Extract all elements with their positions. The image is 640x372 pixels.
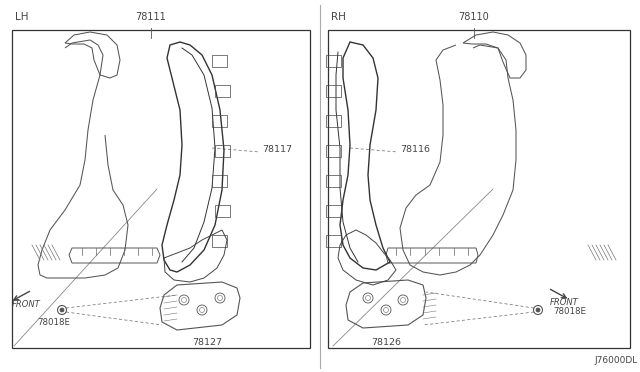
Bar bbox=[212, 235, 227, 247]
Circle shape bbox=[536, 308, 540, 312]
Bar bbox=[215, 205, 230, 217]
Text: 78111: 78111 bbox=[136, 12, 166, 22]
Circle shape bbox=[60, 308, 64, 312]
Text: 78018E: 78018E bbox=[38, 318, 70, 327]
Bar bbox=[326, 55, 341, 67]
Text: FRONT: FRONT bbox=[550, 298, 579, 307]
Text: 78117: 78117 bbox=[262, 145, 292, 154]
Bar bbox=[212, 55, 227, 67]
Text: FRONT: FRONT bbox=[12, 300, 41, 309]
Bar bbox=[215, 145, 230, 157]
Bar bbox=[326, 175, 341, 187]
Bar bbox=[12, 30, 310, 348]
Text: RH: RH bbox=[331, 12, 346, 22]
Bar bbox=[212, 175, 227, 187]
Text: 78127: 78127 bbox=[192, 338, 222, 347]
Text: LH: LH bbox=[15, 12, 29, 22]
Bar bbox=[328, 30, 630, 348]
Bar bbox=[326, 145, 341, 157]
Text: 78018E: 78018E bbox=[553, 308, 586, 317]
Text: 78116: 78116 bbox=[400, 145, 430, 154]
Bar bbox=[326, 205, 341, 217]
Bar bbox=[326, 85, 341, 97]
Bar bbox=[326, 115, 341, 127]
Text: 78110: 78110 bbox=[459, 12, 490, 22]
Bar bbox=[215, 85, 230, 97]
Bar bbox=[212, 115, 227, 127]
Text: 78126: 78126 bbox=[371, 338, 401, 347]
Bar bbox=[326, 235, 341, 247]
Text: J76000DL: J76000DL bbox=[595, 356, 638, 365]
